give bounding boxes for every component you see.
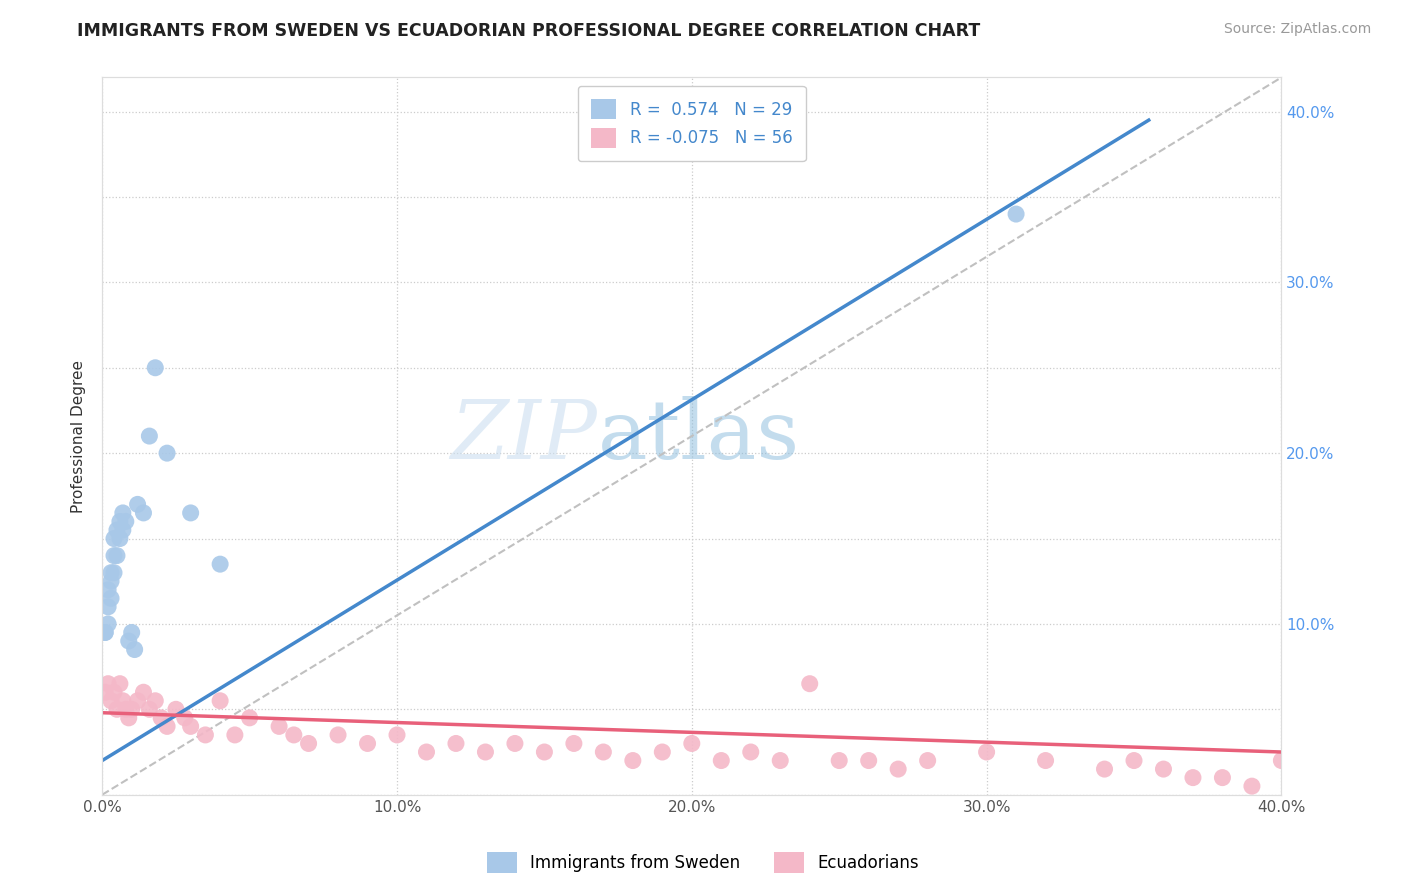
Point <box>297 736 319 750</box>
Point <box>127 497 149 511</box>
Point <box>165 702 187 716</box>
Point <box>108 676 131 690</box>
Point <box>118 634 141 648</box>
Point <box>1035 754 1057 768</box>
Point <box>108 532 131 546</box>
Point <box>356 736 378 750</box>
Point <box>97 616 120 631</box>
Point <box>103 532 125 546</box>
Point <box>100 591 122 606</box>
Point <box>224 728 246 742</box>
Point <box>1270 754 1292 768</box>
Point <box>444 736 467 750</box>
Point <box>710 754 733 768</box>
Point <box>94 625 117 640</box>
Point <box>121 702 143 716</box>
Point <box>1005 207 1028 221</box>
Point <box>681 736 703 750</box>
Point <box>887 762 910 776</box>
Point <box>533 745 555 759</box>
Point <box>1181 771 1204 785</box>
Point <box>100 574 122 589</box>
Point <box>180 506 202 520</box>
Point <box>97 676 120 690</box>
Point <box>105 549 128 563</box>
Point <box>138 429 160 443</box>
Point <box>105 523 128 537</box>
Text: atlas: atlas <box>598 396 800 476</box>
Point <box>111 523 134 537</box>
Legend: Immigrants from Sweden, Ecuadorians: Immigrants from Sweden, Ecuadorians <box>481 846 925 880</box>
Point <box>132 685 155 699</box>
Point <box>592 745 614 759</box>
Point <box>415 745 437 759</box>
Point <box>156 719 179 733</box>
Point <box>385 728 408 742</box>
Point <box>239 711 262 725</box>
Point <box>118 711 141 725</box>
Point <box>114 515 136 529</box>
Point <box>858 754 880 768</box>
Point <box>1240 779 1263 793</box>
Text: Source: ZipAtlas.com: Source: ZipAtlas.com <box>1223 22 1371 37</box>
Point <box>1211 771 1233 785</box>
Point <box>621 754 644 768</box>
Point <box>150 711 173 725</box>
Point <box>1153 762 1175 776</box>
Point <box>173 711 195 725</box>
Point <box>97 599 120 614</box>
Point <box>1094 762 1116 776</box>
Point <box>828 754 851 768</box>
Point <box>111 506 134 520</box>
Point <box>503 736 526 750</box>
Point <box>100 566 122 580</box>
Point <box>562 736 585 750</box>
Point <box>180 719 202 733</box>
Point <box>917 754 939 768</box>
Point <box>108 515 131 529</box>
Point <box>127 694 149 708</box>
Point <box>740 745 762 759</box>
Point <box>474 745 496 759</box>
Point <box>283 728 305 742</box>
Point <box>124 642 146 657</box>
Y-axis label: Professional Degree: Professional Degree <box>72 359 86 513</box>
Point <box>326 728 349 742</box>
Point <box>100 694 122 708</box>
Text: ZIP: ZIP <box>450 396 598 476</box>
Point <box>138 702 160 716</box>
Point <box>121 625 143 640</box>
Point <box>94 625 117 640</box>
Point <box>94 685 117 699</box>
Point <box>132 506 155 520</box>
Point <box>194 728 217 742</box>
Point <box>156 446 179 460</box>
Point <box>209 694 232 708</box>
Point <box>209 557 232 571</box>
Point <box>976 745 998 759</box>
Point <box>111 694 134 708</box>
Point <box>103 549 125 563</box>
Point <box>103 566 125 580</box>
Point <box>103 685 125 699</box>
Point <box>799 676 821 690</box>
Point <box>105 702 128 716</box>
Point <box>143 694 166 708</box>
Point <box>114 702 136 716</box>
Point <box>1123 754 1146 768</box>
Point <box>267 719 290 733</box>
Legend: R =  0.574   N = 29, R = -0.075   N = 56: R = 0.574 N = 29, R = -0.075 N = 56 <box>578 86 806 161</box>
Point <box>97 582 120 597</box>
Point <box>143 360 166 375</box>
Point <box>651 745 673 759</box>
Text: IMMIGRANTS FROM SWEDEN VS ECUADORIAN PROFESSIONAL DEGREE CORRELATION CHART: IMMIGRANTS FROM SWEDEN VS ECUADORIAN PRO… <box>77 22 980 40</box>
Point <box>769 754 792 768</box>
